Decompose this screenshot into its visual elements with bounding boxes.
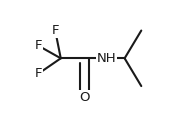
Text: O: O	[79, 91, 90, 104]
Text: F: F	[35, 39, 42, 52]
Text: F: F	[35, 67, 42, 80]
Text: F: F	[52, 24, 59, 37]
Text: NH: NH	[97, 52, 116, 65]
